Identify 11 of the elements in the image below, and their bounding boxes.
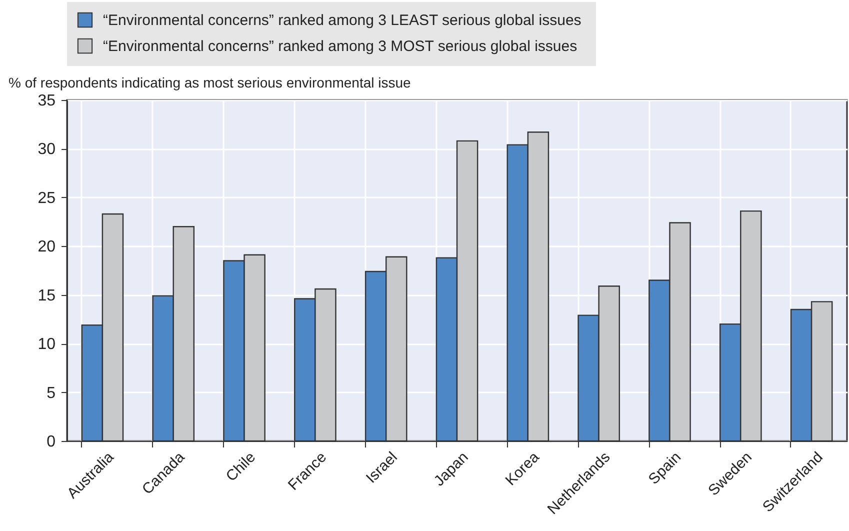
legend-label: “Environmental concerns” ranked among 3 LEAST serious global issues <box>103 12 582 29</box>
y-tick-label: 10 <box>38 336 56 354</box>
y-tick-label: 5 <box>46 384 56 402</box>
y-tick-label: 30 <box>38 141 56 158</box>
y-tick-label: 20 <box>38 238 56 256</box>
y-tick-label: 25 <box>38 190 56 207</box>
y-axis-title: % of respondents indicating as most serious environmental issue <box>8 74 412 90</box>
y-tick-label: 0 <box>46 434 56 450</box>
y-tick-label: 15 <box>38 287 56 304</box>
legend-label: “Environmental concerns” ranked among 3 MOST serious global issues <box>103 38 578 55</box>
y-tick-label: 35 <box>38 92 56 110</box>
